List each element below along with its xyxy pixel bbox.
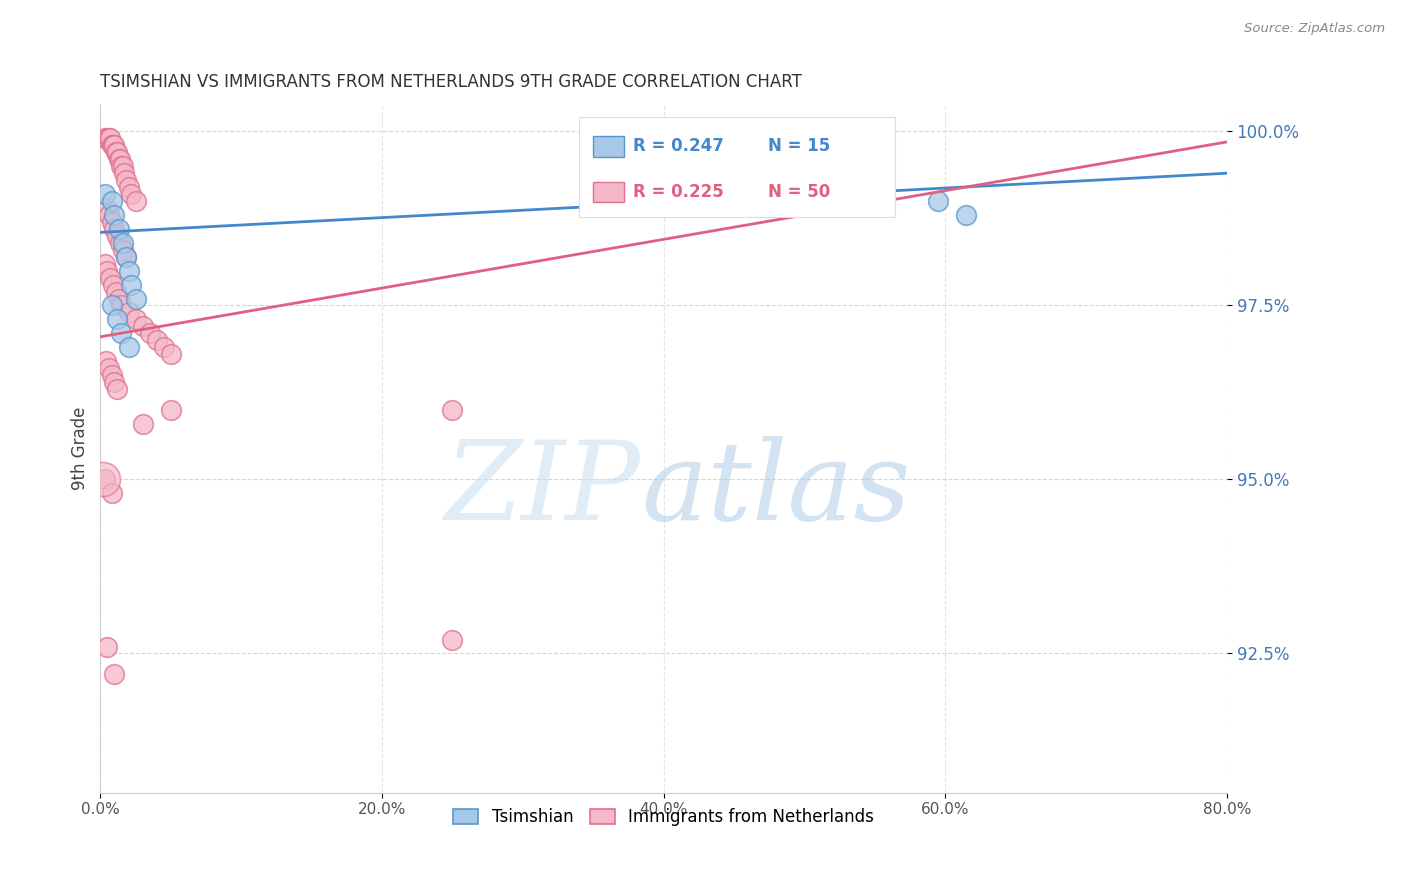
Point xyxy=(93,473,115,487)
Point xyxy=(110,159,132,173)
Point xyxy=(110,326,132,341)
Point xyxy=(124,312,146,326)
Point xyxy=(108,153,131,167)
Text: TSIMSHIAN VS IMMIGRANTS FROM NETHERLANDS 9TH GRADE CORRELATION CHART: TSIMSHIAN VS IMMIGRANTS FROM NETHERLANDS… xyxy=(100,73,803,91)
Point xyxy=(110,298,132,312)
Point xyxy=(103,222,125,236)
Point xyxy=(103,667,125,681)
Point xyxy=(131,319,153,334)
Point xyxy=(111,243,134,257)
Point xyxy=(96,640,118,654)
Point xyxy=(927,194,949,208)
Point xyxy=(152,340,174,354)
Point xyxy=(124,292,146,306)
Point xyxy=(117,340,139,354)
Point xyxy=(105,312,128,326)
Point xyxy=(97,361,120,376)
Point xyxy=(117,180,139,194)
Point xyxy=(96,131,118,145)
Point xyxy=(93,257,115,271)
Point xyxy=(97,208,120,222)
Point xyxy=(114,250,136,264)
Point xyxy=(101,277,124,292)
Text: atlas: atlas xyxy=(641,435,911,543)
Point xyxy=(101,138,124,153)
Point xyxy=(114,250,136,264)
Point xyxy=(103,208,125,222)
Point xyxy=(93,187,115,202)
Point xyxy=(159,347,181,361)
Text: R = 0.247: R = 0.247 xyxy=(633,137,724,155)
Point xyxy=(105,382,128,396)
Point xyxy=(112,166,135,180)
Point xyxy=(108,235,131,250)
Point xyxy=(117,263,139,277)
Point xyxy=(107,222,129,236)
Point xyxy=(97,131,120,145)
Point xyxy=(107,292,129,306)
Text: N = 15: N = 15 xyxy=(769,137,831,155)
Point xyxy=(100,298,122,312)
Point xyxy=(441,402,464,417)
Legend: Tsimshian, Immigrants from Netherlands: Tsimshian, Immigrants from Netherlands xyxy=(447,801,880,832)
Point xyxy=(114,173,136,187)
FancyBboxPatch shape xyxy=(579,118,894,218)
Point xyxy=(124,194,146,208)
Point xyxy=(94,354,117,368)
Point xyxy=(159,402,181,417)
Point xyxy=(104,145,127,160)
Point xyxy=(105,228,128,243)
Point xyxy=(98,131,121,145)
Text: R = 0.225: R = 0.225 xyxy=(633,183,724,201)
Point xyxy=(105,145,128,160)
Point xyxy=(117,305,139,319)
Text: N = 50: N = 50 xyxy=(769,183,831,201)
Point xyxy=(100,194,122,208)
Point xyxy=(98,270,121,285)
Point xyxy=(93,131,115,145)
Point xyxy=(955,208,977,222)
Point xyxy=(96,263,118,277)
Point xyxy=(111,235,134,250)
Point xyxy=(120,277,142,292)
FancyBboxPatch shape xyxy=(593,136,624,157)
Y-axis label: 9th Grade: 9th Grade xyxy=(72,407,89,490)
Text: Source: ZipAtlas.com: Source: ZipAtlas.com xyxy=(1244,22,1385,36)
Point xyxy=(138,326,160,341)
Point xyxy=(103,375,125,389)
Text: ZIP: ZIP xyxy=(446,435,641,543)
Point xyxy=(131,417,153,431)
Point xyxy=(103,138,125,153)
Point xyxy=(100,138,122,153)
Point xyxy=(100,215,122,229)
Point xyxy=(91,473,114,487)
FancyBboxPatch shape xyxy=(593,181,624,202)
Point xyxy=(100,486,122,500)
Point xyxy=(145,333,167,347)
Point xyxy=(104,285,127,299)
Point xyxy=(100,368,122,382)
Point xyxy=(107,153,129,167)
Point xyxy=(441,632,464,647)
Point xyxy=(111,159,134,173)
Point xyxy=(120,187,142,202)
Point xyxy=(94,201,117,215)
